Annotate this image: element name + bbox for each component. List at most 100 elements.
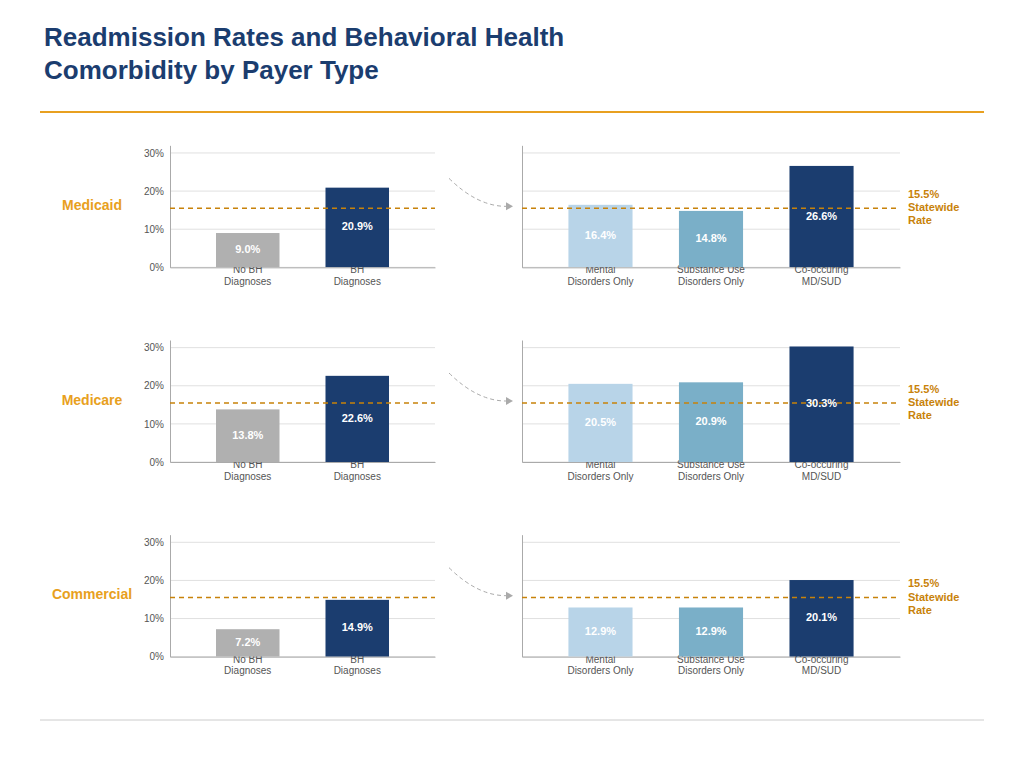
x-tick: BHDiagnoses xyxy=(334,654,381,677)
x-axis-line xyxy=(171,462,436,463)
reference-line xyxy=(170,597,435,599)
text-line: Disorders Only xyxy=(678,471,744,482)
y-tick-label: 10% xyxy=(144,224,164,235)
data-label: 20.5% xyxy=(585,416,616,428)
data-label: 12.9% xyxy=(585,625,616,637)
grid-line xyxy=(170,267,435,268)
grid-line xyxy=(170,462,435,463)
plot-area xyxy=(522,580,900,657)
y-axis-line xyxy=(170,341,171,463)
grid-line xyxy=(170,347,435,348)
grid xyxy=(522,153,900,267)
y-tick: 30% xyxy=(144,537,170,548)
x-tick-label: Substance UseDisorders Only xyxy=(677,654,745,677)
y-tick-label: 0% xyxy=(150,457,165,468)
text-line: Statewide xyxy=(908,201,959,213)
reference-line xyxy=(522,597,900,599)
x-tick: Co-occuringMD/SUD xyxy=(795,459,849,482)
data-label: 30.3% xyxy=(806,397,837,409)
bar xyxy=(568,384,632,462)
text-line: Diagnoses xyxy=(334,471,381,482)
x-axis: MentalDisorders Only Substance UseDisorde… xyxy=(523,654,901,677)
text-line: MD/SUD xyxy=(802,276,841,287)
x-axis: No BHDiagnoses BHDiagnoses xyxy=(171,654,436,677)
data-labels: 13.8%22.6% xyxy=(232,412,373,441)
x-tick: No BHDiagnoses xyxy=(224,459,271,482)
data-label: 16.4% xyxy=(585,229,616,241)
x-tick: MentalDisorders Only xyxy=(567,654,633,677)
x-tick: Co-occuringMD/SUD xyxy=(795,654,849,677)
data-label: 12.9% xyxy=(695,625,726,637)
text-line: Rate xyxy=(908,214,932,226)
y-tick-label: 20% xyxy=(144,380,164,391)
x-tick-label: Co-occuringMD/SUD xyxy=(795,654,849,677)
connector-arrowhead xyxy=(506,592,513,600)
y-tick-label: 30% xyxy=(144,342,164,353)
text-line: Rate xyxy=(908,604,932,616)
y-axis-line xyxy=(170,535,171,657)
text-line: MD/SUD xyxy=(802,665,841,676)
data-labels: 12.9% 12.9% 20.1% xyxy=(585,611,837,637)
separator xyxy=(40,720,984,721)
grid xyxy=(170,153,435,267)
grid-line xyxy=(170,385,435,386)
x-tick: MentalDisorders Only xyxy=(567,459,633,482)
reference-line xyxy=(522,207,900,209)
x-tick-label: BHDiagnoses xyxy=(334,459,381,482)
bar xyxy=(568,607,632,656)
y-axis: 0%10%20%30% xyxy=(144,535,171,662)
data-label: 20.9% xyxy=(342,220,373,232)
plot-area xyxy=(522,166,900,267)
bar xyxy=(789,346,853,462)
connector-arrowhead xyxy=(506,397,513,405)
x-tick: No BHDiagnoses xyxy=(224,654,271,677)
y-tick: 30% xyxy=(144,148,170,159)
data-label: 20.1% xyxy=(806,611,837,623)
grid xyxy=(170,348,435,462)
y-tick: 0% xyxy=(150,457,170,468)
data-label: 7.2% xyxy=(235,636,260,648)
panel: 0%10%20%30%No BHDiagnosesBHDiagnoses9.0%… xyxy=(144,146,436,287)
grid-line xyxy=(170,656,435,657)
grid xyxy=(522,542,900,656)
data-label: 14.9% xyxy=(342,621,373,633)
bar xyxy=(679,382,743,462)
y-tick: 10% xyxy=(144,224,170,235)
data-label: 13.8% xyxy=(232,429,263,441)
x-tick-label: No BHDiagnoses xyxy=(224,459,271,482)
bar xyxy=(325,188,389,268)
grid-line xyxy=(170,229,435,230)
x-axis: MentalDisorders OnlySubstance UseDisorde… xyxy=(523,264,901,287)
title-line: Readmission Rates and Behavioral Health xyxy=(44,22,564,52)
x-tick-label: No BHDiagnoses xyxy=(224,264,271,287)
x-tick-label: MentalDisorders Only xyxy=(567,459,633,482)
reference-line xyxy=(170,402,435,404)
bar xyxy=(679,211,743,267)
data-label: 9.0% xyxy=(235,243,260,255)
y-tick-label: 0% xyxy=(150,651,165,662)
grid-line xyxy=(522,542,900,543)
bar xyxy=(325,376,389,462)
text-line: 15.5% xyxy=(908,188,939,200)
connector-arrowhead xyxy=(506,202,513,210)
data-label: 20.9% xyxy=(695,415,726,427)
text-line: Disorders Only xyxy=(567,471,633,482)
reference-line xyxy=(522,402,900,404)
connector xyxy=(449,178,506,206)
bar xyxy=(216,629,280,656)
text-line: Diagnoses xyxy=(224,665,271,676)
y-tick-label: 30% xyxy=(144,537,164,548)
panel: MentalDisorders OnlySubstance UseDisorde… xyxy=(522,146,901,287)
plot-area xyxy=(170,598,435,657)
row-label: Medicaid xyxy=(62,197,122,213)
grid-line xyxy=(170,152,435,153)
y-axis-line xyxy=(522,535,523,657)
plot-area xyxy=(522,346,900,462)
text-line: Disorders Only xyxy=(567,276,633,287)
text-line: Diagnoses xyxy=(224,471,271,482)
x-axis-line xyxy=(171,267,436,268)
plot-area xyxy=(170,188,435,268)
x-tick-label: Co-occuringMD/SUD xyxy=(795,264,849,287)
x-tick-label: Co-occuringMD/SUD xyxy=(795,459,849,482)
data-labels: 16.4%14.8%26.6% xyxy=(585,210,837,244)
